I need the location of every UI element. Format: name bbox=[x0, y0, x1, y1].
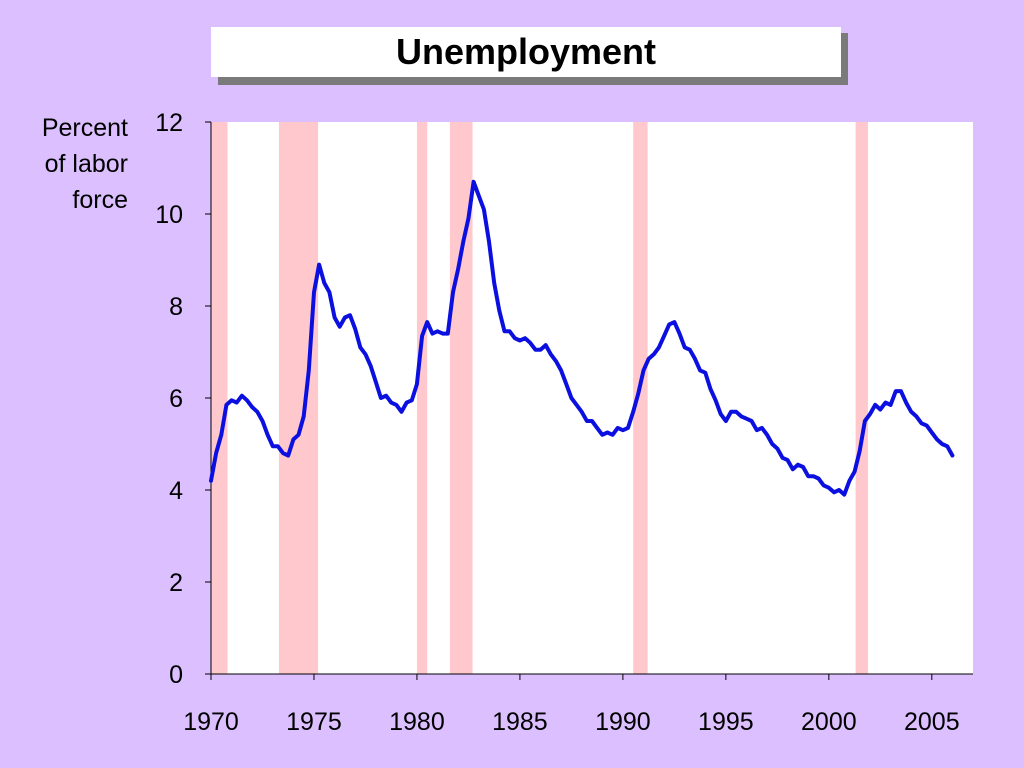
y-axis-label-line-3: force bbox=[72, 186, 128, 214]
recession-band bbox=[633, 122, 648, 674]
chart-title: Unemployment bbox=[211, 27, 841, 77]
y-tick-label: 2 bbox=[169, 569, 183, 597]
recession-band bbox=[211, 122, 228, 674]
y-tick-label: 8 bbox=[169, 293, 183, 321]
recession-band bbox=[449, 122, 473, 674]
y-axis-label-line-1: Percent bbox=[41, 114, 128, 142]
unemployment-series-line bbox=[209, 179, 955, 497]
x-tick-label: 1980 bbox=[389, 708, 445, 736]
y-tick-label: 12 bbox=[155, 109, 183, 137]
x-tick-label: 2000 bbox=[801, 708, 857, 736]
y-tick-label: 10 bbox=[155, 201, 183, 229]
x-tick-label: 1985 bbox=[492, 708, 548, 736]
x-tick-label: 1970 bbox=[183, 708, 239, 736]
y-axis-label: Percent of labor force bbox=[0, 110, 128, 218]
y-tick-label: 0 bbox=[169, 661, 183, 689]
x-tick-label: 1990 bbox=[595, 708, 651, 736]
y-tick-label: 6 bbox=[169, 385, 183, 413]
y-tick-label: 4 bbox=[169, 477, 183, 505]
recession-band bbox=[416, 122, 428, 674]
x-tick-label: 1975 bbox=[286, 708, 342, 736]
recession-band bbox=[278, 122, 319, 674]
recession-band bbox=[855, 122, 868, 674]
x-tick-label: 1995 bbox=[698, 708, 754, 736]
y-axis-label-line-2: of labor bbox=[44, 150, 128, 178]
x-tick-label: 2005 bbox=[904, 708, 960, 736]
plot-area bbox=[211, 122, 973, 674]
